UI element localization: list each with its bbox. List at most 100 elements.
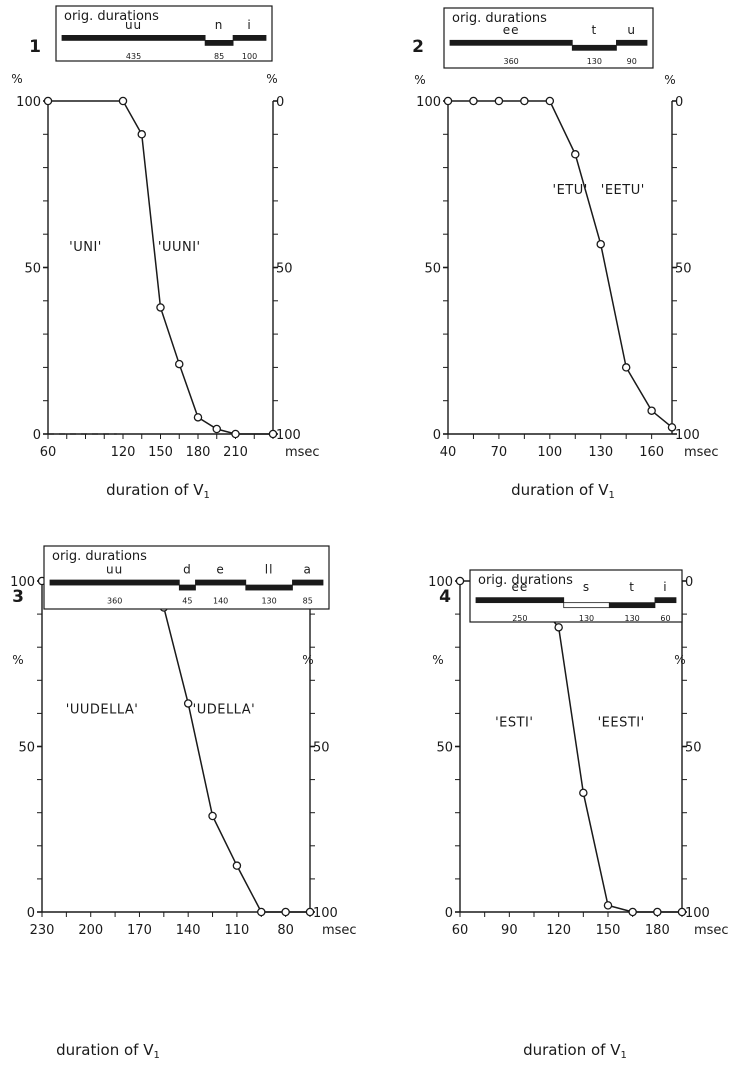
x-tick-label: 80	[277, 923, 294, 938]
x-tick-label: 180	[645, 923, 670, 938]
right-axis-unit: %	[302, 653, 313, 667]
annotation-label: 'UNI'	[69, 240, 102, 255]
left-y-tick-label: 0	[433, 428, 441, 443]
segment-label: uu	[125, 18, 142, 32]
data-point	[212, 424, 221, 434]
data-point	[208, 811, 217, 821]
panel-number: 1	[29, 37, 41, 57]
x-tick-label: 200	[78, 923, 103, 938]
x-tick-label: 110	[224, 923, 249, 938]
series-line	[460, 580, 682, 913]
right-y-tick-label: 50	[313, 741, 330, 756]
right-y-tick-label: 0	[675, 95, 683, 110]
orig-durations-title: orig. durations	[478, 573, 573, 588]
panel-3: 3%%10050005010023020017014011080msecdura…	[10, 545, 357, 1061]
segment-label: i	[663, 580, 667, 594]
x-tick-label: 60	[40, 445, 57, 460]
orig-durations-title: orig. durations	[452, 11, 547, 26]
annotation-label: 'UUNI'	[158, 240, 201, 255]
segment-duration: 360	[107, 597, 122, 606]
left-y-tick-label: 50	[424, 262, 441, 277]
data-point	[43, 96, 53, 106]
segment-duration: 140	[213, 597, 228, 606]
orig-durations-box	[55, 5, 273, 62]
x-tick-label: 120	[546, 923, 571, 938]
right-y-tick-label: 50	[675, 262, 692, 277]
right-y-tick-label: 100	[313, 906, 338, 921]
segment-duration: 60	[660, 614, 670, 623]
right-y-tick-label: 50	[685, 741, 702, 756]
series-line	[42, 580, 310, 913]
data-point	[545, 96, 555, 106]
segment-label: d	[183, 563, 192, 577]
x-tick-label: 160	[639, 445, 664, 460]
series-line	[48, 100, 273, 435]
segment-duration: 130	[261, 597, 276, 606]
data-point	[596, 239, 605, 249]
x-tick-label: 150	[596, 923, 621, 938]
segment-duration: 130	[587, 57, 602, 66]
data-point	[232, 861, 242, 870]
right-axis-unit: %	[266, 72, 277, 86]
annotation-label: 'ESTI'	[495, 716, 533, 731]
left-axis-unit: %	[432, 653, 443, 667]
segment-bar	[475, 597, 565, 604]
right-y-tick-label: 100	[675, 428, 700, 443]
x-tick-label: 210	[223, 445, 248, 460]
right-y-tick-label: 100	[685, 906, 710, 921]
data-point	[281, 907, 290, 917]
data-point	[571, 150, 580, 159]
segment-bar	[449, 39, 573, 46]
x-tick-label: 120	[111, 445, 136, 460]
x-tick-label: 90	[501, 923, 518, 938]
data-point	[443, 96, 453, 106]
orig-durations-title: orig. durations	[64, 9, 159, 24]
segment-bar	[204, 40, 234, 46]
data-point	[554, 623, 563, 632]
data-point	[520, 96, 529, 106]
data-point	[156, 303, 165, 312]
segment-bar	[232, 35, 267, 41]
segment-label: t	[629, 580, 635, 594]
data-point	[667, 423, 677, 432]
segment-bar	[608, 602, 656, 609]
segment-duration: 85	[214, 52, 224, 61]
right-y-tick-label: 0	[276, 95, 284, 110]
x-tick-label: 180	[186, 445, 211, 460]
panel-number: 3	[12, 587, 24, 607]
segment-label: ee	[503, 23, 520, 37]
segment-bar	[245, 584, 293, 591]
data-point	[579, 788, 588, 798]
x-axis-label: duration of V1	[56, 1041, 160, 1061]
data-point	[268, 429, 278, 439]
x-tick-label: 40	[440, 445, 457, 460]
x-tick-label: 60	[452, 923, 469, 938]
segment-bar	[49, 579, 180, 586]
segment-label: i	[247, 18, 251, 32]
panel-number: 2	[412, 37, 424, 57]
left-axis-unit: %	[11, 72, 22, 86]
data-point	[183, 699, 193, 708]
left-y-tick-label: 100	[416, 95, 441, 110]
x-axis-label: duration of V1	[523, 1041, 627, 1061]
data-point	[455, 576, 465, 586]
data-point	[494, 96, 504, 106]
segment-bar	[616, 39, 648, 46]
right-y-tick-label: 50	[276, 262, 293, 277]
x-unit-label: msec	[322, 923, 357, 938]
x-unit-label: msec	[684, 445, 719, 460]
left-y-tick-label: 50	[24, 262, 41, 277]
annotation-label: 'EESTI'	[598, 716, 645, 731]
segment-label: e	[216, 563, 224, 577]
segment-bar	[563, 602, 610, 609]
x-tick-label: 70	[491, 445, 508, 460]
left-y-tick-label: 0	[27, 906, 35, 921]
orig-durations-box	[443, 7, 654, 69]
left-y-tick-label: 50	[18, 741, 35, 756]
segment-bar	[654, 597, 677, 604]
data-point	[603, 901, 613, 910]
x-unit-label: msec	[285, 445, 320, 460]
right-axis-unit: %	[664, 73, 675, 87]
data-point	[231, 429, 240, 439]
panel-4: 4% % 100 50 0 0 50 100 60 90 120 150 180 msec duration…	[428, 569, 729, 1061]
